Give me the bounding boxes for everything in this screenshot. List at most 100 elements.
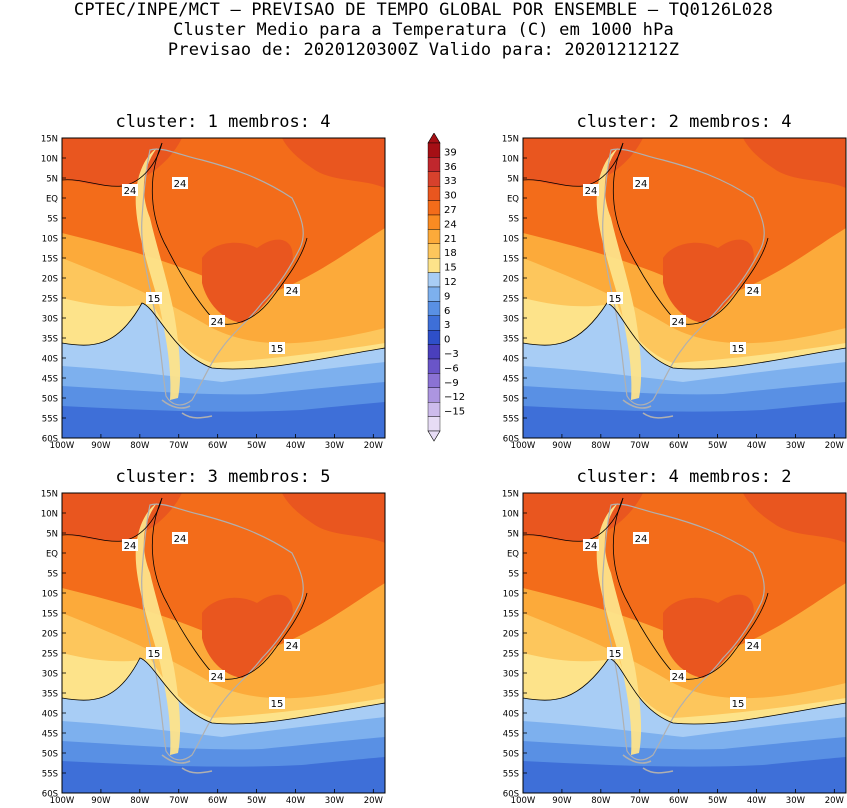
contour-label: 24 bbox=[172, 532, 188, 545]
header-line-1: CPTEC/INPE/MCT – PREVISAO DE TEMPO GLOBA… bbox=[73, 0, 774, 20]
lat-tick-label: 20S bbox=[503, 630, 519, 640]
lat-tick-label: EQ bbox=[46, 550, 58, 560]
lon-tick-label: 40W bbox=[747, 796, 767, 806]
lat-tick-label: 15N bbox=[41, 490, 58, 500]
lat-tick-label: 60S bbox=[503, 790, 519, 800]
lon-tick-label: 50W bbox=[708, 441, 728, 451]
header-line-3: Previsao de: 2020120300Z Valido para: 20… bbox=[167, 40, 680, 60]
colorbar-swatch bbox=[427, 142, 441, 158]
svg-text:24: 24 bbox=[585, 186, 598, 197]
lat-tick-label: 10S bbox=[42, 590, 58, 600]
colorbar-label: 6 bbox=[444, 306, 450, 317]
map-border bbox=[61, 492, 386, 794]
contour-label: 15 bbox=[730, 342, 746, 355]
lat-tick-label: 35S bbox=[503, 335, 519, 345]
lat-tick-label: 20S bbox=[42, 630, 58, 640]
band-3 bbox=[62, 402, 385, 438]
lat-tick-label: 5S bbox=[47, 570, 58, 580]
lat-tick-label: 40S bbox=[503, 355, 519, 365]
colorbar-swatch bbox=[427, 257, 441, 273]
colorbar-top-arrow bbox=[427, 133, 441, 144]
lat-tick-label: 30S bbox=[503, 670, 519, 680]
map-frame-2: 24 24 24 24 15 15 bbox=[522, 137, 847, 439]
lon-tick-label: 20W bbox=[364, 796, 384, 806]
contour-label: 24 bbox=[670, 670, 686, 683]
north-east-warm bbox=[282, 493, 385, 543]
tierra-del-fuego bbox=[161, 754, 213, 774]
svg-text:15: 15 bbox=[609, 649, 622, 660]
colorbar-label: 36 bbox=[444, 162, 457, 173]
band-3 bbox=[523, 757, 846, 793]
svg-text:24: 24 bbox=[585, 541, 598, 552]
lat-tick-label: 25S bbox=[503, 295, 519, 305]
lat-tick-label: 50S bbox=[42, 750, 58, 760]
andes-strip bbox=[135, 148, 181, 400]
contour-label: 24 bbox=[745, 639, 761, 652]
lon-tick-label: 50W bbox=[247, 796, 267, 806]
contour-label: 24 bbox=[209, 315, 225, 328]
lat-tick-label: 25S bbox=[42, 295, 58, 305]
contour-label: 24 bbox=[745, 284, 761, 297]
lat-tick-label: 15S bbox=[503, 610, 519, 620]
svg-text:24: 24 bbox=[635, 179, 648, 190]
svg-text:24: 24 bbox=[211, 317, 224, 328]
lat-tick-label: 55S bbox=[503, 770, 519, 780]
chart-header: CPTEC/INPE/MCT – PREVISAO DE TEMPO GLOBA… bbox=[0, 0, 847, 60]
lat-tick-label: 10S bbox=[42, 235, 58, 245]
lon-tick-label: 30W bbox=[786, 796, 806, 806]
map-border bbox=[522, 137, 847, 439]
lon-tick-label: 90W bbox=[91, 796, 111, 806]
lon-tick-label: 80W bbox=[130, 796, 150, 806]
contour-label: 24 bbox=[284, 639, 300, 652]
colorbar-label: 39 bbox=[444, 147, 457, 158]
north-east-warm bbox=[743, 138, 846, 188]
contour-15 bbox=[522, 657, 847, 725]
north-east-warm bbox=[282, 138, 385, 188]
hot-core bbox=[202, 594, 293, 678]
contour-15 bbox=[61, 657, 386, 725]
lon-tick-label: 100W bbox=[511, 441, 536, 451]
lat-tick-label: 5N bbox=[507, 530, 519, 540]
lat-tick-label: 35S bbox=[42, 690, 58, 700]
lat-tick-label: 5N bbox=[46, 175, 58, 185]
lat-tick-label: 5N bbox=[507, 175, 519, 185]
svg-text:24: 24 bbox=[211, 672, 224, 683]
colorbar-label: 12 bbox=[444, 277, 457, 288]
colorbar-label: 18 bbox=[444, 248, 457, 259]
lat-tick-label: 10S bbox=[503, 235, 519, 245]
contour-label: 24 bbox=[633, 532, 649, 545]
lat-tick-label: 15S bbox=[503, 255, 519, 265]
lat-tick-label: 50S bbox=[42, 395, 58, 405]
lat-tick-label: 25S bbox=[42, 650, 58, 660]
lat-tick-label: 5S bbox=[47, 215, 58, 225]
lat-tick-label: 15N bbox=[502, 490, 519, 500]
colorbar-swatch bbox=[427, 315, 441, 331]
band-3 bbox=[523, 402, 846, 438]
lat-tick-label: 50S bbox=[503, 750, 519, 760]
lat-tick-label: 35S bbox=[42, 335, 58, 345]
lon-tick-label: 20W bbox=[364, 441, 384, 451]
lat-tick-label: 30S bbox=[503, 315, 519, 325]
contour-15 bbox=[61, 302, 386, 370]
lon-tick-label: 60W bbox=[208, 796, 228, 806]
header-line-2: Cluster Medio para a Temperatura (C) em … bbox=[173, 20, 674, 40]
lon-tick-label: 100W bbox=[511, 796, 536, 806]
coastline bbox=[602, 148, 765, 406]
panel-3-title: cluster: 3 membros: 5 bbox=[115, 467, 331, 487]
lat-tick-label: 45S bbox=[503, 375, 519, 385]
contour-label: 24 bbox=[209, 670, 225, 683]
lat-tick-label: 10N bbox=[41, 155, 58, 165]
lat-tick-label: 40S bbox=[42, 355, 58, 365]
lon-tick-label: 20W bbox=[825, 796, 845, 806]
colorbar-label: 33 bbox=[444, 176, 457, 187]
colorbar-swatch bbox=[427, 171, 441, 187]
colorbar-label: 21 bbox=[444, 234, 457, 245]
lat-tick-label: 5S bbox=[508, 570, 519, 580]
lat-tick-label: 30S bbox=[42, 315, 58, 325]
svg-text:15: 15 bbox=[732, 344, 745, 355]
north-east-warm bbox=[743, 493, 846, 543]
lat-tick-label: 20S bbox=[42, 275, 58, 285]
lat-tick-label: 15N bbox=[502, 135, 519, 145]
colorbar-label: −6 bbox=[444, 363, 459, 374]
colorbar-label: −12 bbox=[444, 392, 465, 403]
